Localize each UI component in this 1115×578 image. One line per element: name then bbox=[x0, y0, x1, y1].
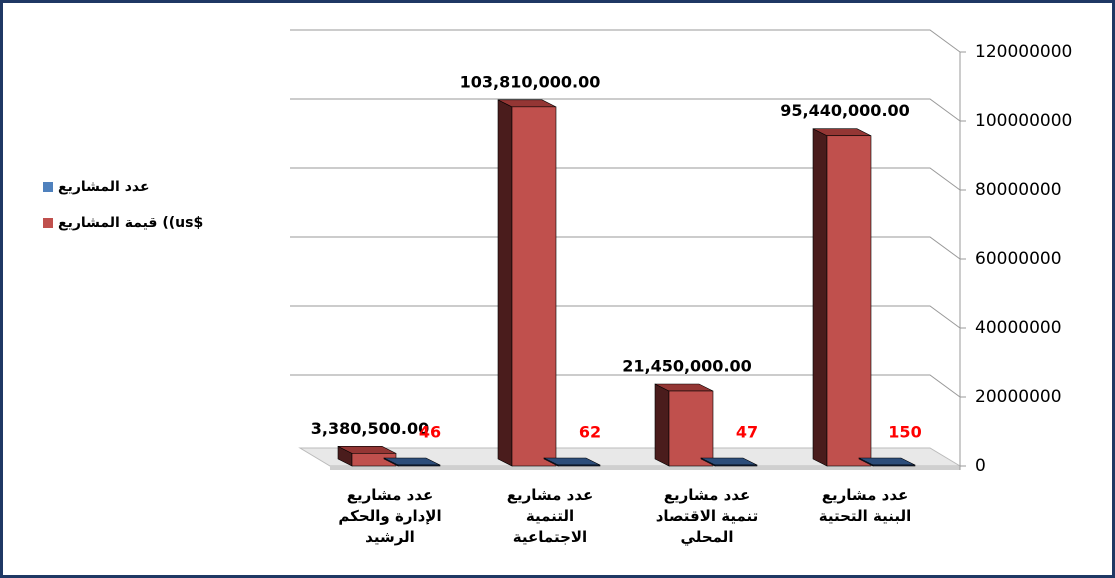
bar-face bbox=[714, 464, 758, 467]
x-tick-label: عدد مشاريع البنية التحتية bbox=[819, 486, 912, 525]
value-label: 103,810,000.00 bbox=[460, 72, 601, 91]
bar-face bbox=[668, 390, 714, 467]
legend-label: قيمة المشاريع ((us$ bbox=[58, 215, 203, 231]
bar bbox=[497, 99, 557, 467]
value-label: 21,450,000.00 bbox=[622, 356, 752, 375]
bar bbox=[812, 128, 872, 467]
y-tick-label: 60000000 bbox=[975, 249, 1062, 269]
bar bbox=[700, 457, 758, 467]
grid-line bbox=[290, 29, 961, 53]
bar bbox=[543, 457, 601, 467]
bar-side bbox=[654, 383, 670, 467]
y-tick-label: 120000000 bbox=[975, 42, 1072, 62]
y-tick-label: 20000000 bbox=[975, 387, 1062, 407]
x-tick-label: عدد مشاريع الإدارة والحكم الرشيد bbox=[338, 486, 441, 546]
y-tick-label: 0 bbox=[975, 456, 986, 476]
grid-line bbox=[290, 98, 961, 122]
value-label: 3,380,500.00 bbox=[311, 419, 429, 438]
bar-side bbox=[497, 99, 513, 467]
bar bbox=[654, 383, 714, 467]
y-tick-label: 80000000 bbox=[975, 180, 1062, 200]
count-label: 150 bbox=[888, 422, 921, 441]
count-label: 47 bbox=[736, 422, 758, 441]
legend-label: عدد المشاريع bbox=[58, 179, 150, 195]
bar bbox=[383, 457, 441, 467]
bar-side bbox=[812, 128, 828, 467]
count-label: 46 bbox=[419, 422, 441, 441]
bar bbox=[337, 445, 397, 467]
bar-face bbox=[826, 135, 872, 467]
legend-marker bbox=[43, 182, 53, 192]
value-label: 95,440,000.00 bbox=[780, 101, 910, 120]
x-tick-label: عدد مشاريع التنمية الاجتماعية bbox=[507, 486, 594, 546]
floor-edge bbox=[330, 466, 960, 470]
x-tick-label: عدد مشاريع تنمية الاقتصاد المحلي bbox=[656, 486, 759, 546]
bar-face bbox=[557, 464, 601, 467]
bar-face bbox=[872, 464, 916, 467]
count-label: 62 bbox=[579, 422, 601, 441]
bar-face bbox=[397, 464, 441, 467]
bar-face bbox=[511, 106, 557, 467]
bar bbox=[858, 457, 916, 467]
legend-marker bbox=[43, 218, 53, 228]
y-tick-label: 100000000 bbox=[975, 111, 1072, 131]
y-tick-label: 40000000 bbox=[975, 318, 1062, 338]
